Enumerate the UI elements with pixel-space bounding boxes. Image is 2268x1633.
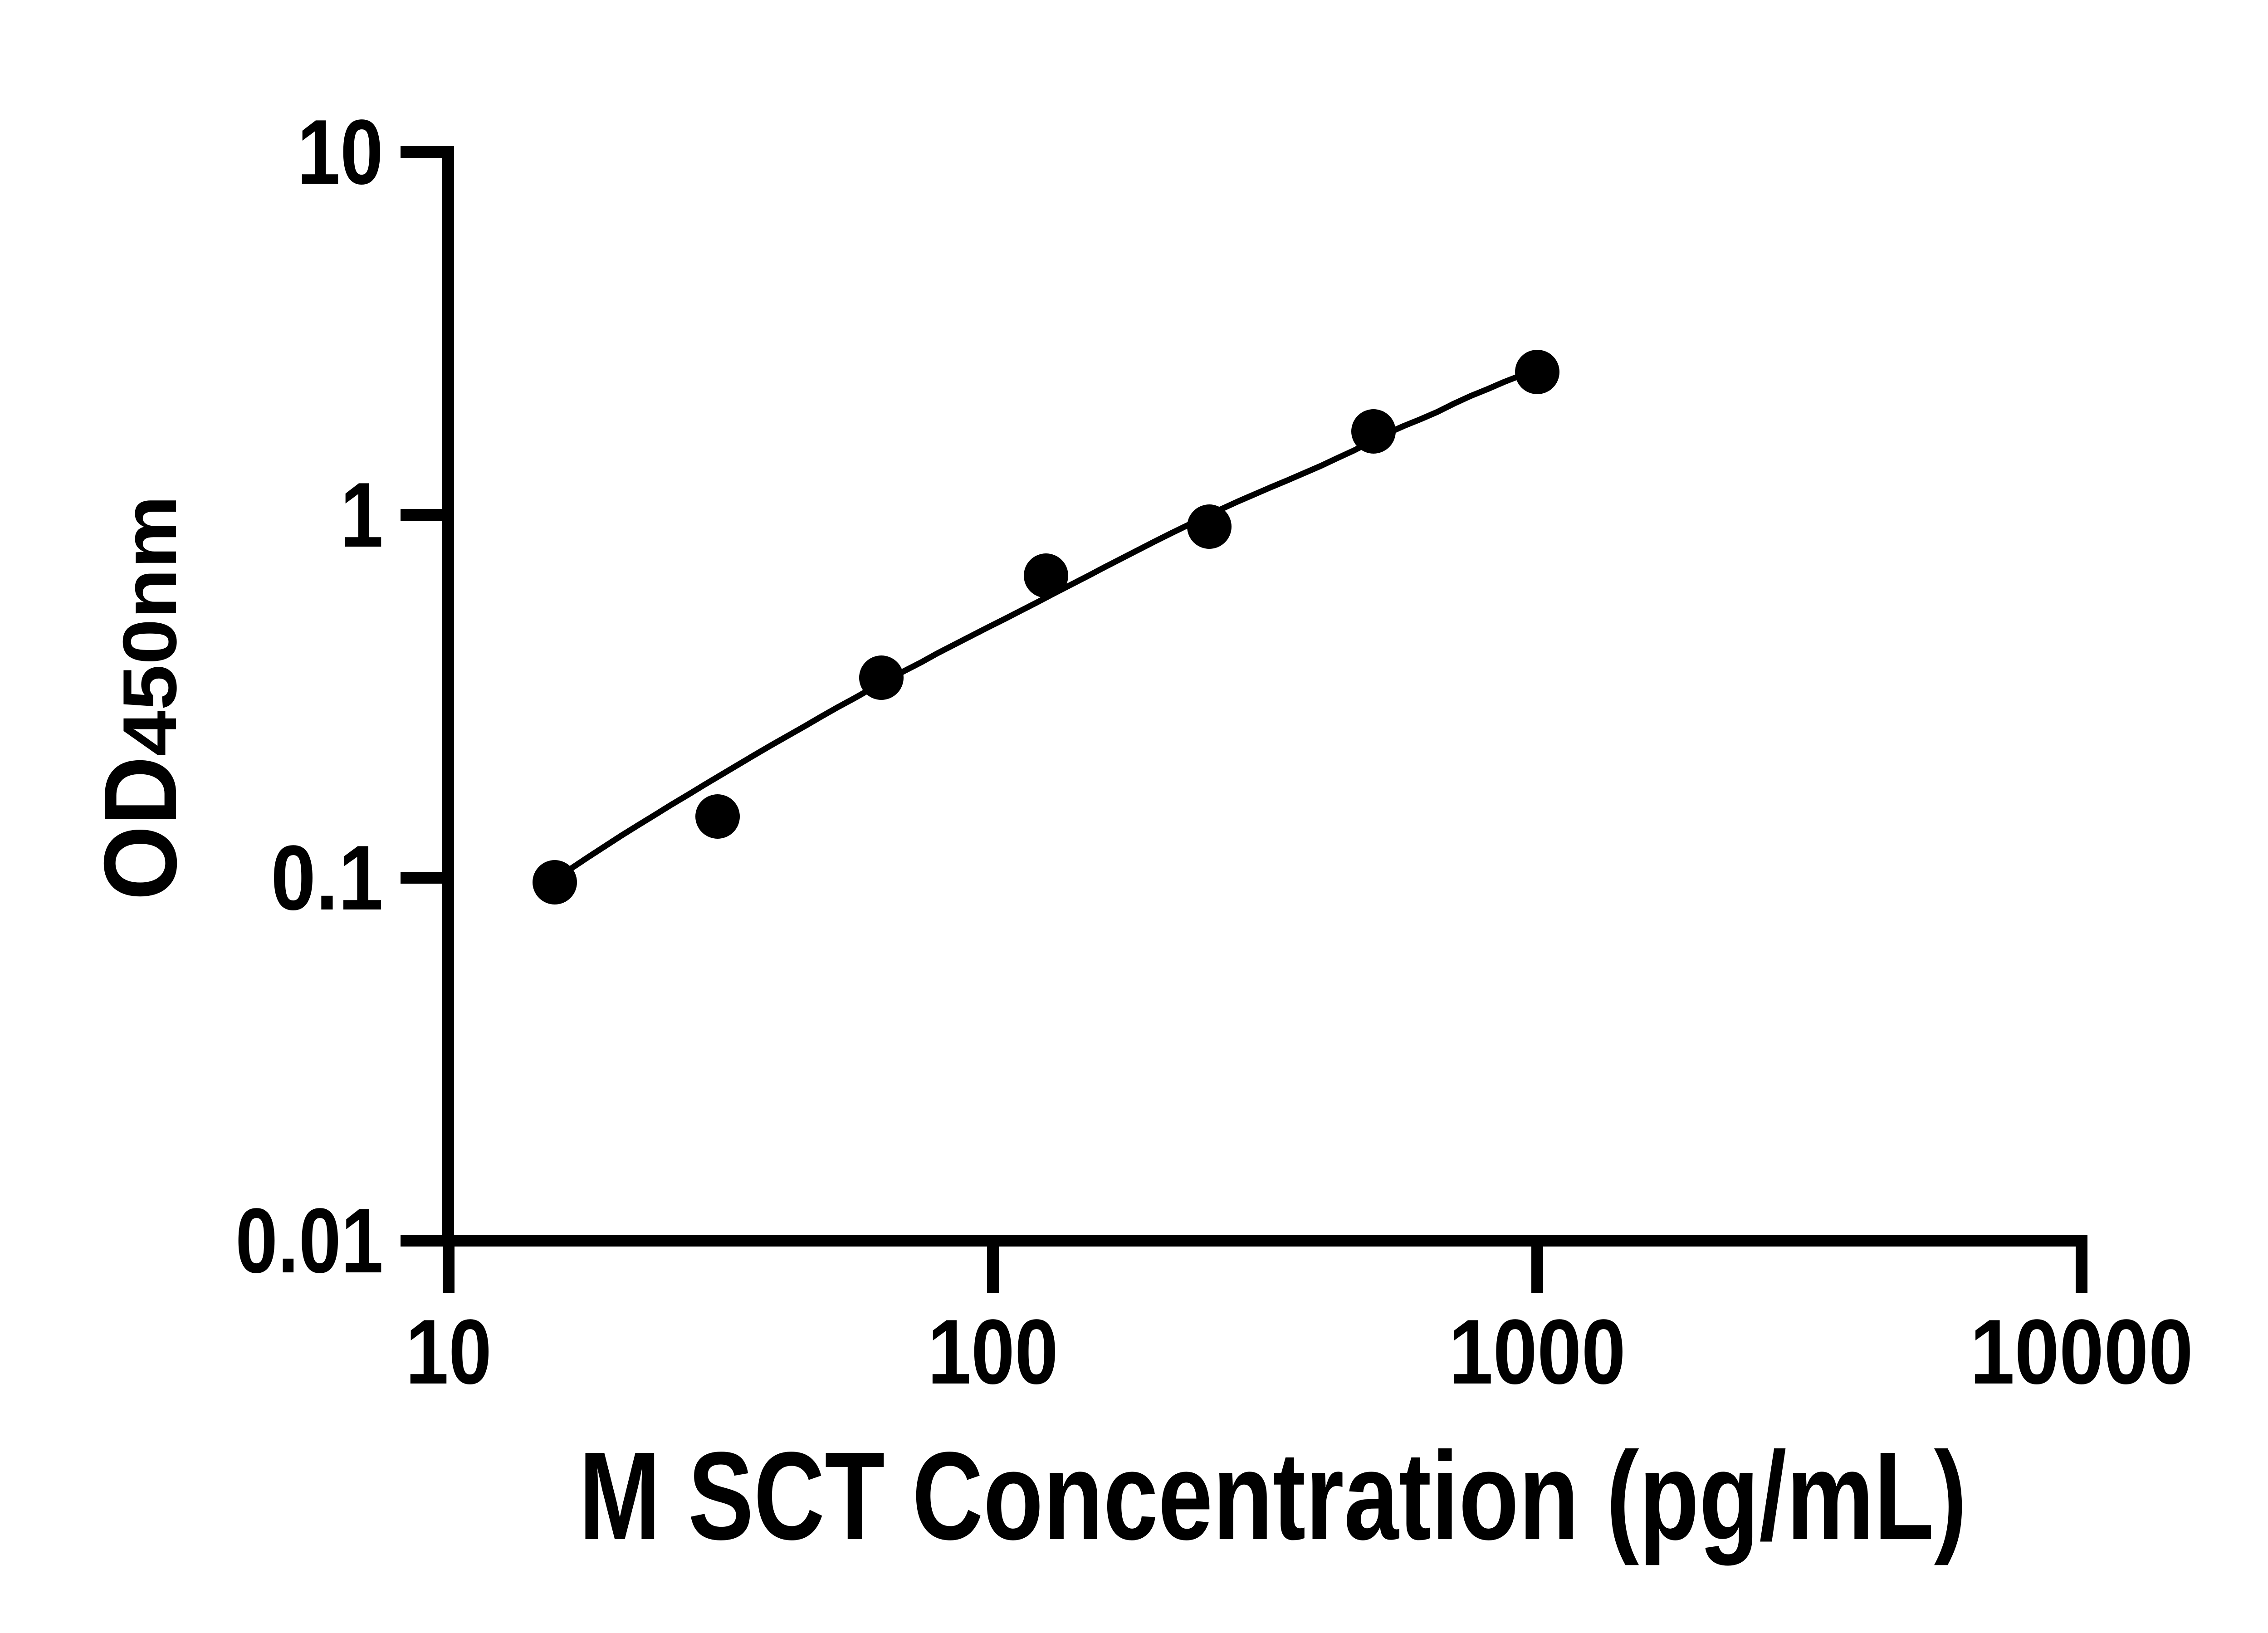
svg-text:OD: OD [83,756,198,900]
svg-text:0.1: 0.1 [271,826,383,929]
svg-text:0.01: 0.01 [235,1189,383,1292]
svg-text:450nm: 450nm [107,495,192,756]
svg-text:1: 1 [340,464,383,567]
svg-text:10000: 10000 [1970,1301,2193,1403]
svg-text:10: 10 [406,1301,492,1403]
svg-text:100: 100 [928,1301,1058,1403]
svg-text:10: 10 [297,101,383,204]
svg-text:1000: 1000 [1449,1301,1626,1403]
svg-text:M SCT Concentration (pg/mL): M SCT Concentration (pg/mL) [579,1426,1967,1566]
